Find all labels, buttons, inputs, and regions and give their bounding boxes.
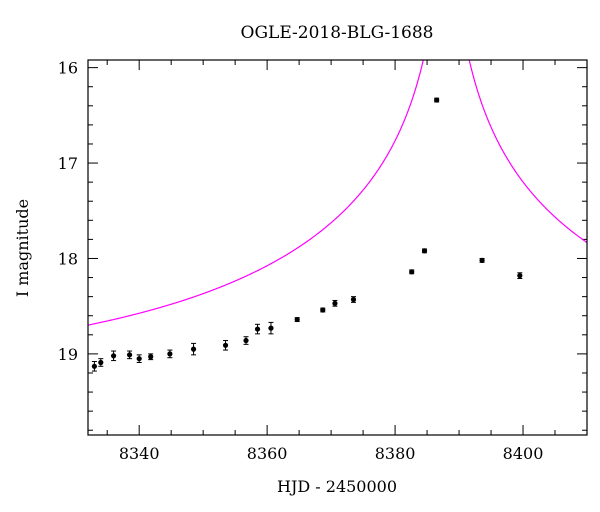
data-point bbox=[190, 342, 197, 356]
data-points bbox=[91, 97, 523, 372]
data-point bbox=[294, 316, 300, 323]
data-point bbox=[222, 340, 229, 351]
plot-frame bbox=[87, 59, 588, 436]
y-tick-label: 18 bbox=[58, 249, 78, 268]
x-tick-label: 8360 bbox=[247, 444, 288, 463]
x-tick-label: 8380 bbox=[375, 444, 416, 463]
axis-ticks bbox=[88, 60, 588, 435]
y-tick-label: 19 bbox=[58, 345, 78, 364]
x-axis-label: HJD - 2450000 bbox=[277, 477, 397, 496]
x-tick-label: 8400 bbox=[503, 444, 544, 463]
data-point bbox=[479, 257, 485, 263]
data-point bbox=[167, 349, 173, 359]
data-point bbox=[148, 353, 154, 361]
data-point bbox=[409, 269, 415, 275]
data-point bbox=[110, 350, 117, 362]
data-point bbox=[320, 307, 326, 313]
data-point bbox=[136, 354, 142, 363]
data-point bbox=[254, 323, 261, 335]
model-curve bbox=[88, 60, 587, 326]
data-point bbox=[243, 336, 249, 345]
data-point bbox=[332, 299, 338, 307]
y-tick-label: 17 bbox=[58, 154, 78, 173]
data-point bbox=[434, 97, 440, 103]
data-point bbox=[350, 296, 357, 303]
data-point bbox=[126, 350, 133, 360]
chart-title: OGLE-2018-BLG-1688 bbox=[241, 23, 434, 43]
data-point bbox=[98, 358, 104, 367]
data-point bbox=[91, 361, 97, 372]
y-tick-label: 16 bbox=[58, 59, 78, 78]
data-point bbox=[517, 272, 523, 280]
x-tick-label: 8340 bbox=[119, 444, 160, 463]
data-point bbox=[421, 248, 428, 254]
data-point bbox=[268, 321, 274, 335]
tick-labels: 8340 8360 8380 8400 16 17 18 19 bbox=[58, 59, 544, 463]
y-axis-label: I magnitude bbox=[13, 199, 32, 297]
